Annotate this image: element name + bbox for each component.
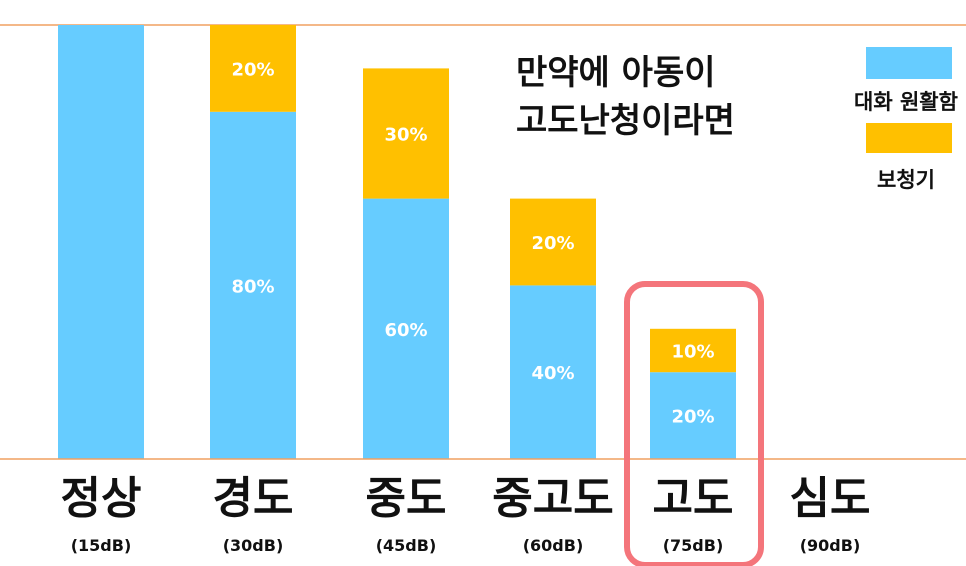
- category-sublabel: (15dB): [71, 536, 132, 555]
- category-sublabel: (60dB): [523, 536, 584, 555]
- bar-segment-conversation: [210, 111, 296, 460]
- title-line-1: 만약에 아동이: [516, 53, 716, 93]
- category-labels: 정상 (15dB) 경도 (30dB) 중도 (45dB) 중고도 (60dB) 고도 (75dB…: [61, 473, 871, 555]
- category-sublabel: (45dB): [376, 536, 437, 555]
- legend-swatch-hearing-aid: [866, 123, 952, 153]
- category-sublabel: (90dB): [800, 536, 861, 555]
- bar-segment-conversation: [650, 372, 736, 459]
- title-line-2: 고도난청이라면: [516, 101, 735, 141]
- bars-group: 80% 20% 60% 30% 40% 20% 20% 10%: [58, 25, 736, 460]
- bar-segment-hearing-aid: [510, 198, 596, 286]
- bar-segment-conversation: [363, 198, 449, 459]
- data-label: 20%: [531, 233, 574, 254]
- data-label: 20%: [231, 59, 274, 80]
- bar-segment-conversation: [58, 25, 144, 459]
- legend-label-conversation: 대화 원활함: [854, 90, 958, 114]
- bar-segment-conversation: [510, 285, 596, 459]
- category-sublabel: (30dB): [223, 536, 284, 555]
- data-label: 10%: [671, 342, 714, 363]
- category-label: 중고도: [492, 473, 613, 524]
- data-label: 20%: [671, 407, 714, 428]
- bar-segment-hearing-aid: [210, 25, 296, 112]
- bar-segment-hearing-aid: [363, 68, 449, 199]
- category-label: 심도: [790, 473, 871, 524]
- category-label: 정상: [61, 473, 142, 524]
- data-label: 80%: [231, 276, 274, 297]
- data-label: 60%: [384, 320, 427, 341]
- legend: 대화 원활함 보청기: [854, 47, 958, 192]
- highlight-box: [624, 281, 764, 566]
- bar-segment-hearing-aid: [650, 328, 736, 373]
- category-label: 중도: [366, 473, 447, 524]
- category-label: 경도: [213, 473, 294, 524]
- data-label: 30%: [384, 125, 427, 146]
- legend-swatch-conversation: [866, 47, 952, 79]
- legend-label-hearing-aid: 보청기: [877, 168, 935, 192]
- category-sublabel: (75dB): [663, 536, 724, 555]
- category-label: 고도: [653, 473, 734, 524]
- data-label: 40%: [531, 363, 574, 384]
- chart-title: 만약에 아동이 고도난청이라면: [516, 53, 735, 141]
